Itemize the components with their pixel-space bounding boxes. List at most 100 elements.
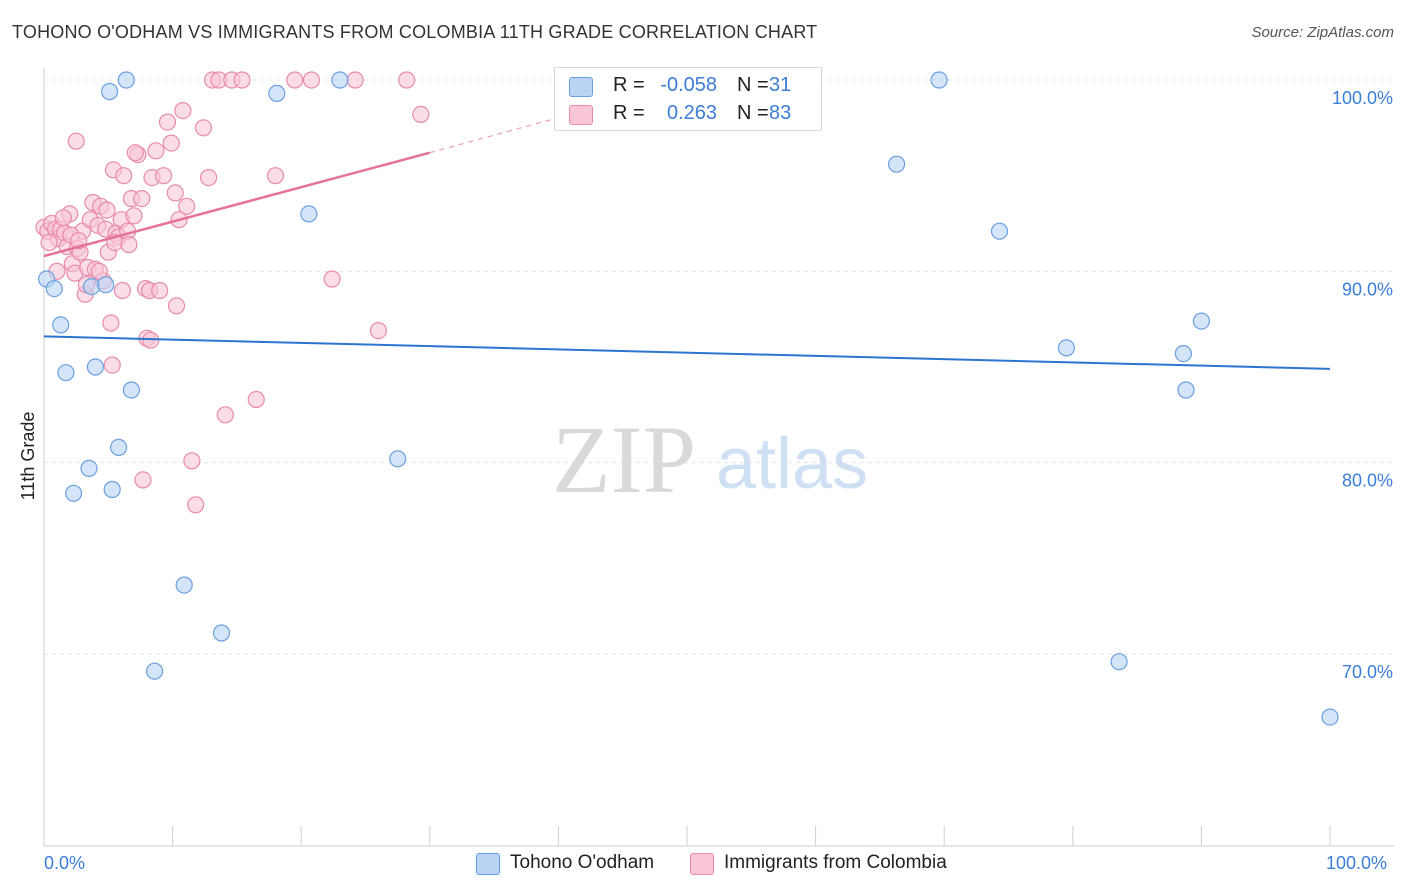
data-point-colombia bbox=[194, 119, 213, 137]
watermark-atlas: atlas bbox=[716, 424, 868, 504]
data-point-colombia bbox=[126, 144, 144, 162]
y-tick-label: 90.0% bbox=[1342, 279, 1393, 299]
legend-swatch-blue bbox=[569, 77, 593, 97]
data-point-colombia bbox=[103, 356, 121, 374]
data-point-tohono bbox=[990, 222, 1009, 240]
data-point-colombia bbox=[162, 134, 180, 152]
y-tick-label: 70.0% bbox=[1342, 662, 1393, 682]
data-point-tohono bbox=[80, 459, 98, 477]
data-point-tohono bbox=[117, 71, 135, 89]
data-point-tohono bbox=[97, 276, 115, 294]
data-point-colombia bbox=[151, 281, 169, 300]
data-point-tohono bbox=[45, 280, 63, 298]
data-point-tohono bbox=[103, 480, 121, 499]
data-point-tohono bbox=[212, 624, 231, 642]
data-point-colombia bbox=[302, 71, 321, 89]
data-point-colombia bbox=[54, 209, 72, 227]
data-point-colombia bbox=[125, 207, 143, 225]
data-point-tohono bbox=[887, 155, 906, 173]
data-point-colombia bbox=[178, 197, 196, 215]
data-point-colombia bbox=[183, 452, 201, 470]
legend-r-label: R = bbox=[613, 102, 645, 124]
data-point-tohono bbox=[331, 71, 349, 89]
data-point-colombia bbox=[398, 71, 416, 89]
data-point-tohono bbox=[930, 71, 948, 89]
legend-swatch-pink bbox=[569, 105, 593, 125]
data-point-colombia bbox=[134, 471, 152, 489]
gridlines bbox=[44, 79, 1394, 655]
data-point-colombia bbox=[247, 390, 265, 409]
data-point-colombia bbox=[167, 297, 186, 315]
chart-title: TOHONO O'ODHAM VS IMMIGRANTS FROM COLOMB… bbox=[12, 22, 818, 42]
x-tick-label-max: 100.0% bbox=[1326, 853, 1387, 873]
legend-swatch-pink bbox=[690, 853, 714, 875]
data-point-tohono bbox=[57, 364, 75, 382]
data-point-tohono bbox=[1177, 381, 1195, 399]
data-point-tohono bbox=[1174, 345, 1193, 363]
data-point-tohono bbox=[52, 316, 70, 334]
data-point-tohono bbox=[1110, 653, 1128, 671]
legend-n-value: 31 bbox=[769, 74, 792, 96]
data-point-colombia bbox=[187, 496, 205, 514]
data-point-colombia bbox=[174, 101, 192, 120]
data-point-colombia bbox=[266, 167, 285, 185]
data-point-tohono bbox=[268, 84, 286, 103]
data-point-colombia bbox=[233, 71, 251, 89]
data-point-colombia bbox=[216, 406, 234, 424]
watermark-zip: ZIP bbox=[552, 406, 696, 513]
data-point-tohono bbox=[100, 82, 119, 101]
legend-r-label: R = bbox=[613, 74, 645, 96]
legend-label-colombia: Immigrants from Colombia bbox=[724, 852, 947, 873]
data-point-colombia bbox=[98, 201, 116, 219]
data-point-tohono bbox=[64, 484, 83, 502]
trend-lines bbox=[43, 110, 1331, 370]
data-point-colombia bbox=[166, 184, 184, 202]
legend-swatch-blue bbox=[476, 853, 500, 875]
legend-label-tohono: Tohono O'odham bbox=[510, 852, 655, 873]
data-point-tohono bbox=[389, 450, 407, 468]
data-point-colombia bbox=[133, 190, 151, 208]
data-point-colombia bbox=[369, 322, 387, 340]
data-point-tohono bbox=[1192, 312, 1211, 330]
legend-n-label: N = bbox=[737, 102, 769, 124]
data-point-colombia bbox=[158, 113, 177, 131]
data-point-tohono bbox=[175, 576, 193, 594]
data-point-colombia bbox=[120, 235, 138, 254]
source-label: Source: ZipAtlas.com bbox=[1251, 24, 1394, 41]
legend-r-value: -0.058 bbox=[660, 74, 717, 96]
y-tick-label: 100.0% bbox=[1332, 88, 1393, 108]
data-point-tohono bbox=[109, 438, 128, 456]
legend-n-value: 83 bbox=[769, 102, 792, 124]
data-point-tohono bbox=[82, 278, 101, 296]
legend-n-label: N = bbox=[737, 74, 769, 96]
data-point-colombia bbox=[323, 270, 341, 288]
data-point-colombia bbox=[346, 71, 364, 89]
data-point-colombia bbox=[200, 169, 218, 187]
data-point-tohono bbox=[86, 358, 105, 376]
data-point-colombia bbox=[412, 105, 430, 124]
data-point-colombia bbox=[115, 167, 133, 185]
data-point-tohono bbox=[1057, 339, 1076, 357]
y-tick-labels: 70.0% 80.0% 90.0% 100.0% bbox=[1332, 88, 1393, 682]
data-point-tohono bbox=[1321, 708, 1339, 726]
data-point-colombia bbox=[102, 314, 120, 332]
data-point-tohono bbox=[122, 381, 140, 399]
data-point-colombia bbox=[155, 167, 173, 185]
trend-line-colombia bbox=[43, 151, 431, 258]
series-tohono-points bbox=[37, 71, 1339, 726]
y-tick-label: 80.0% bbox=[1342, 471, 1393, 491]
legend-row-colombia: R = 0.263 N = 83 bbox=[555, 100, 821, 128]
data-point-colombia bbox=[286, 71, 304, 89]
legend-r-value: 0.263 bbox=[666, 102, 717, 124]
axes bbox=[43, 68, 1394, 847]
data-point-colombia bbox=[40, 234, 58, 252]
trend-line-tohono bbox=[43, 335, 1331, 370]
data-point-tohono bbox=[300, 205, 318, 223]
y-axis-title: 11th Grade bbox=[18, 412, 38, 501]
data-point-colombia bbox=[113, 281, 132, 300]
x-tick-label-min: 0.0% bbox=[44, 853, 85, 873]
data-point-colombia bbox=[147, 142, 165, 160]
legend-row-tohono: R = -0.058 N = 31 bbox=[555, 72, 821, 100]
stats-legend: R = -0.058 N = 31 R = 0.263 N = 83 bbox=[554, 67, 822, 131]
